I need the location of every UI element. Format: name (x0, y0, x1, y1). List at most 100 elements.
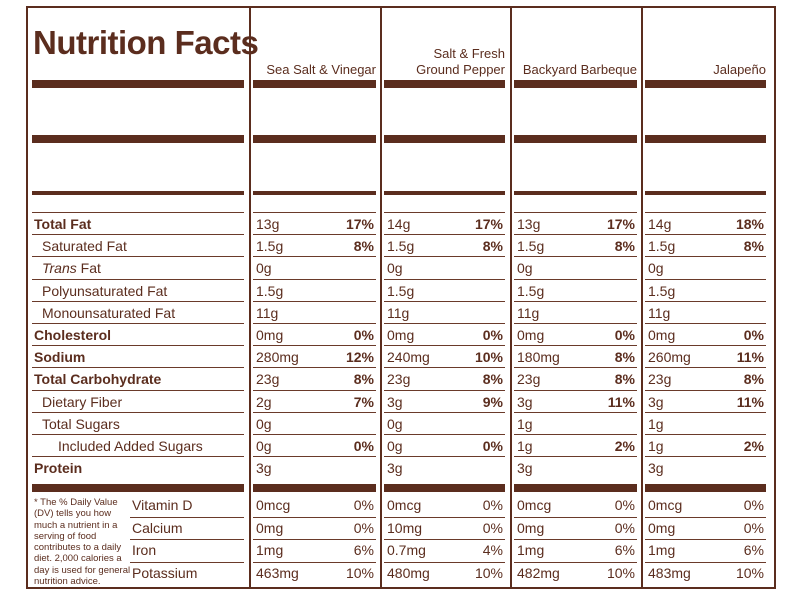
rule-thick (253, 484, 376, 492)
nutrient-amount: 1.5g (648, 282, 676, 299)
nutrient-dv: 8% (743, 238, 764, 255)
nutrient-label: Monounsaturated Fat (42, 304, 176, 321)
nutrient-amount: 23g (387, 371, 411, 388)
nutrient-amount: 1.5g (648, 238, 676, 255)
vitamin-label: Potassium (132, 564, 198, 581)
nutrient-dv: 2% (743, 438, 764, 454)
nutrient-dv: 2% (614, 438, 635, 454)
vitamin-dv: 10% (735, 564, 764, 581)
column-divider (510, 6, 512, 589)
rule-thin (32, 411, 244, 413)
rule-thin (645, 539, 766, 540)
rule-thick (384, 484, 505, 492)
nutrient-dv: 10% (474, 349, 503, 366)
rule-thin (384, 539, 505, 540)
vitamin-amount: 483mg (648, 564, 691, 581)
rule-thin (32, 389, 244, 391)
nutrient-amount: 1.5g (387, 282, 415, 299)
nutrient-amount: 3g (648, 393, 664, 410)
nutrient-dv: 11% (736, 349, 764, 366)
nutrient-amount: 0g (387, 438, 403, 454)
rule-thin (32, 367, 244, 369)
nutrient-amount: 14g (387, 216, 411, 232)
vitamin-dv: 4% (482, 542, 503, 558)
rule-thin (645, 456, 766, 458)
rule-thin (514, 234, 637, 236)
vitamin-label: Vitamin D (132, 497, 193, 513)
nutrient-dv: 8% (614, 349, 635, 366)
rule-thin (384, 323, 505, 324)
nutrient-amount: 11g (256, 304, 279, 321)
nutrient-amount: 1.5g (517, 282, 545, 299)
nutrient-amount: 1.5g (387, 238, 415, 255)
rule-thin (384, 300, 505, 302)
vitamin-amount: 0.7mg (387, 542, 426, 558)
nutrient-dv: 8% (353, 238, 374, 255)
rule-thin (253, 456, 376, 458)
nutrient-dv: 7% (353, 393, 374, 410)
rule-thick (514, 135, 637, 143)
nutrient-amount: 1g (648, 438, 664, 454)
nutrient-dv: 0% (482, 438, 503, 454)
rule-thick (514, 484, 637, 492)
rule-thick (645, 484, 766, 492)
rule-thick (253, 80, 376, 88)
vitamin-dv: 0% (353, 519, 374, 536)
nutrient-amount: 3g (517, 393, 533, 410)
rule-thin (384, 456, 505, 458)
nutrient-amount: 0g (517, 260, 533, 277)
rule-thin (384, 411, 505, 413)
nutrient-dv: 18% (735, 216, 764, 232)
nutrient-dv: 8% (614, 371, 635, 388)
rule-thin (514, 300, 637, 302)
rule-thin (514, 411, 637, 413)
vitamin-dv: 0% (353, 497, 374, 513)
vitamin-dv: 6% (614, 542, 635, 558)
product-name: Jalapeño (713, 62, 766, 77)
nutrient-dv: 0% (614, 327, 635, 343)
rule-thick (645, 80, 766, 88)
nutrient-amount: 0g (648, 260, 664, 277)
rule-thin (384, 367, 505, 369)
rule-thick (384, 80, 505, 88)
vitamin-amount: 0mg (256, 519, 284, 536)
nutrient-dv: 0% (743, 327, 764, 343)
rule-medium (384, 191, 505, 195)
rule-thin (253, 367, 376, 369)
nutrient-dv: 17% (606, 216, 635, 232)
vitamin-amount: 10mg (387, 519, 423, 536)
rule-thick (384, 135, 505, 143)
rule-thin (384, 561, 505, 563)
nutrient-amount: 1g (648, 415, 664, 432)
nutrient-amount: 2g (256, 393, 272, 410)
rule-thin (645, 212, 766, 213)
rule-thick (32, 484, 244, 492)
rule-thin (384, 345, 505, 347)
vitamin-amount: 0mcg (648, 497, 683, 513)
rule-thin (384, 434, 505, 435)
rule-thin (384, 516, 505, 518)
rule-thin (514, 323, 637, 324)
nutrient-amount: 1.5g (256, 238, 284, 255)
rule-thin (384, 256, 505, 258)
rule-thin (645, 345, 766, 347)
rule-thin (514, 539, 637, 540)
nutrient-label: Saturated Fat (42, 238, 127, 255)
nutrient-amount: 3g (387, 460, 403, 477)
nutrient-amount: 260mg (648, 349, 691, 366)
vitamin-amount: 1mg (648, 542, 676, 558)
rule-medium (514, 191, 637, 195)
nutrient-amount: 3g (256, 460, 272, 477)
rule-thin (645, 389, 766, 391)
nutrient-dv: 11% (607, 393, 635, 410)
vitamin-dv: 10% (474, 564, 503, 581)
rule-thin (130, 539, 244, 540)
rule-thick (32, 80, 244, 88)
nutrient-amount: 0mg (256, 327, 284, 343)
rule-thin (384, 278, 505, 280)
rule-thin (253, 434, 376, 435)
rule-thin (645, 300, 766, 302)
panel-title: Nutrition Facts (33, 24, 259, 61)
rule-thin (384, 212, 505, 213)
nutrient-label: Total Carbohydrate (34, 371, 162, 388)
